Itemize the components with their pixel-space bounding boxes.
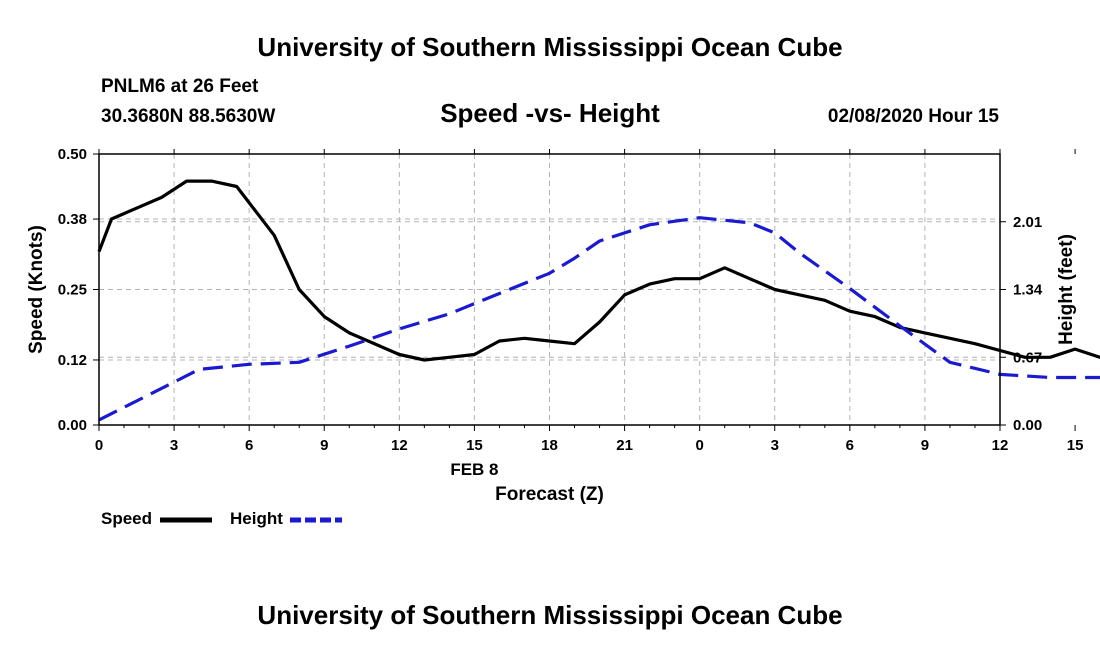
station-label: PNLM6 at 26 Feet <box>101 76 259 97</box>
y2-tick-label: 1.34 <box>1013 282 1043 299</box>
y-tick-label: 0.38 <box>58 211 87 228</box>
x-tick-label: 18 <box>541 437 558 454</box>
y2-tick-label: 2.01 <box>1013 214 1042 231</box>
x-tick-label: 15 <box>1067 437 1084 454</box>
x-tick-label: 21 <box>616 437 633 454</box>
x-tick-label: 6 <box>245 437 253 454</box>
x-tick-label: 9 <box>921 437 929 454</box>
legend: Speed Height <box>101 509 342 528</box>
y-tick-label: 0.50 <box>58 146 87 163</box>
x-tick-label: 3 <box>771 437 779 454</box>
coordinates-label: 30.3680N 88.5630W <box>101 106 276 127</box>
axis-ticks: 036912151821036912151821036912151821036F… <box>58 146 1084 479</box>
grid-lines <box>99 154 1000 425</box>
x-axis-label: Forecast (Z) <box>495 484 604 505</box>
datetime-label: 02/08/2020 Hour 15 <box>827 106 999 127</box>
y-tick-label: 0.12 <box>58 352 87 369</box>
chart-title: Speed -vs- Height <box>440 98 660 128</box>
y2-axis-label: Height (feet) <box>1056 234 1077 345</box>
x-tick-label: 15 <box>466 437 483 454</box>
legend-label-height: Height <box>230 509 283 528</box>
footer-title: University of Southern Mississippi Ocean… <box>257 600 843 630</box>
y2-tick-label: 0.67 <box>1013 349 1042 366</box>
x-tick-label: 6 <box>846 437 854 454</box>
y-tick-label: 0.25 <box>58 282 87 299</box>
x-tick-label: 9 <box>320 437 328 454</box>
x-tick-label: 0 <box>95 437 103 454</box>
date-label: FEB 8 <box>450 460 498 479</box>
page-title: University of Southern Mississippi Ocean… <box>257 32 843 62</box>
x-tick-label: 12 <box>391 437 408 454</box>
x-tick-label: 3 <box>170 437 178 454</box>
x-tick-label: 12 <box>992 437 1009 454</box>
legend-label-speed: Speed <box>101 509 152 528</box>
y-tick-label: 0.00 <box>58 417 87 434</box>
x-tick-label: 0 <box>695 437 703 454</box>
y-axis-label: Speed (Knots) <box>26 225 47 354</box>
y2-tick-label: 0.00 <box>1013 417 1042 434</box>
